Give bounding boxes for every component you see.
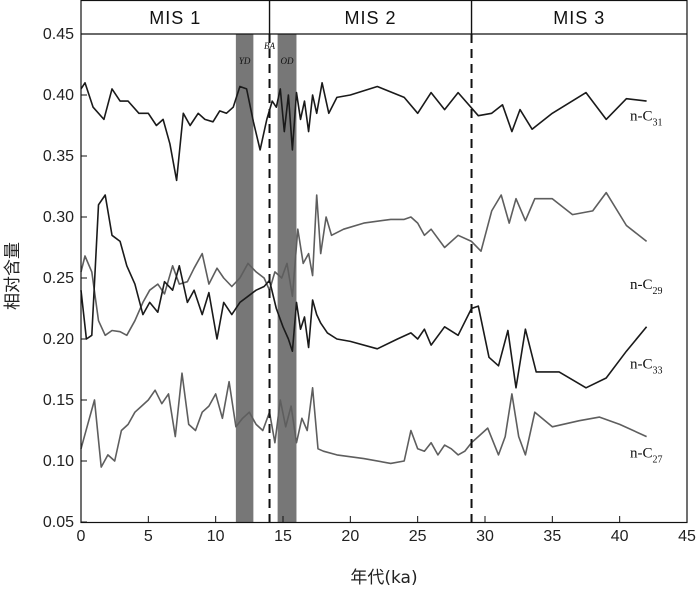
- event-bands: YD BA OD: [235, 34, 297, 522]
- y-tick-label: 0.10: [43, 453, 74, 470]
- x-tick-label: 0: [77, 528, 86, 545]
- series-label-subscript: 33: [653, 365, 663, 376]
- x-tick-label: 35: [543, 528, 561, 545]
- event-band-od: [277, 34, 297, 522]
- series-label-subscript: 27: [653, 454, 663, 465]
- event-band-yd: [235, 34, 254, 522]
- series-label-n-c27: n-C27: [630, 445, 663, 465]
- series-line-n-c31: [80, 82, 647, 182]
- series-label-n-c33: n-C33: [630, 356, 663, 376]
- series-line-n-c33: [80, 194, 648, 389]
- stage-header: MIS 1 MIS 2 MIS 3: [81, 1, 687, 522]
- x-tick-label: 40: [611, 528, 629, 545]
- stage-label-mis-1: MIS 1: [149, 8, 201, 28]
- series-label-main: n-C: [630, 109, 653, 125]
- axes: 0.05 0.10 0.15 0.20 0.25 0.30 0.35 0.40 0.45 0 5 10…: [43, 26, 696, 545]
- y-tick-label: 0.20: [43, 331, 74, 348]
- series-label-main: n-C: [630, 356, 653, 372]
- y-tick-label: 0.25: [43, 270, 74, 287]
- y-axis-title: 相对含量: [3, 242, 23, 310]
- event-label-od: OD: [281, 56, 294, 66]
- series-label-subscript: 29: [653, 286, 663, 297]
- stage-label-mis-3: MIS 3: [553, 8, 605, 28]
- stage-label-mis-2: MIS 2: [345, 8, 397, 28]
- series-label-n-c29: n-C29: [630, 277, 663, 297]
- x-tick-label: 45: [678, 528, 696, 545]
- x-tick-label: 10: [207, 528, 225, 545]
- x-axis-title: 年代(ka): [350, 568, 417, 588]
- y-tick-label: 0.05: [43, 514, 74, 531]
- y-tick-label: 0.40: [43, 87, 74, 104]
- event-label-yd: YD: [239, 56, 251, 66]
- series-label-subscript: 31: [653, 118, 663, 129]
- y-tick-label: 0.15: [43, 392, 74, 409]
- x-tick-label: 20: [341, 528, 359, 545]
- x-tick-label: 25: [409, 528, 427, 545]
- y-tick-label: 0.45: [43, 26, 74, 43]
- x-tick-label: 5: [144, 528, 153, 545]
- series-line-n-c29: [80, 191, 648, 337]
- series-lines: [80, 82, 648, 468]
- event-label-ba: BA: [264, 41, 275, 51]
- series-line-n-c27: [80, 372, 647, 468]
- y-tick-label: 0.30: [43, 209, 74, 226]
- series-label-main: n-C: [630, 277, 653, 293]
- series-label-main: n-C: [630, 445, 653, 461]
- plot-frame: [80, 0, 688, 524]
- x-tick-label: 15: [274, 528, 292, 545]
- y-tick-label: 0.35: [43, 148, 74, 165]
- x-tick-label: 30: [476, 528, 494, 545]
- series-label-n-c31: n-C31: [630, 109, 663, 129]
